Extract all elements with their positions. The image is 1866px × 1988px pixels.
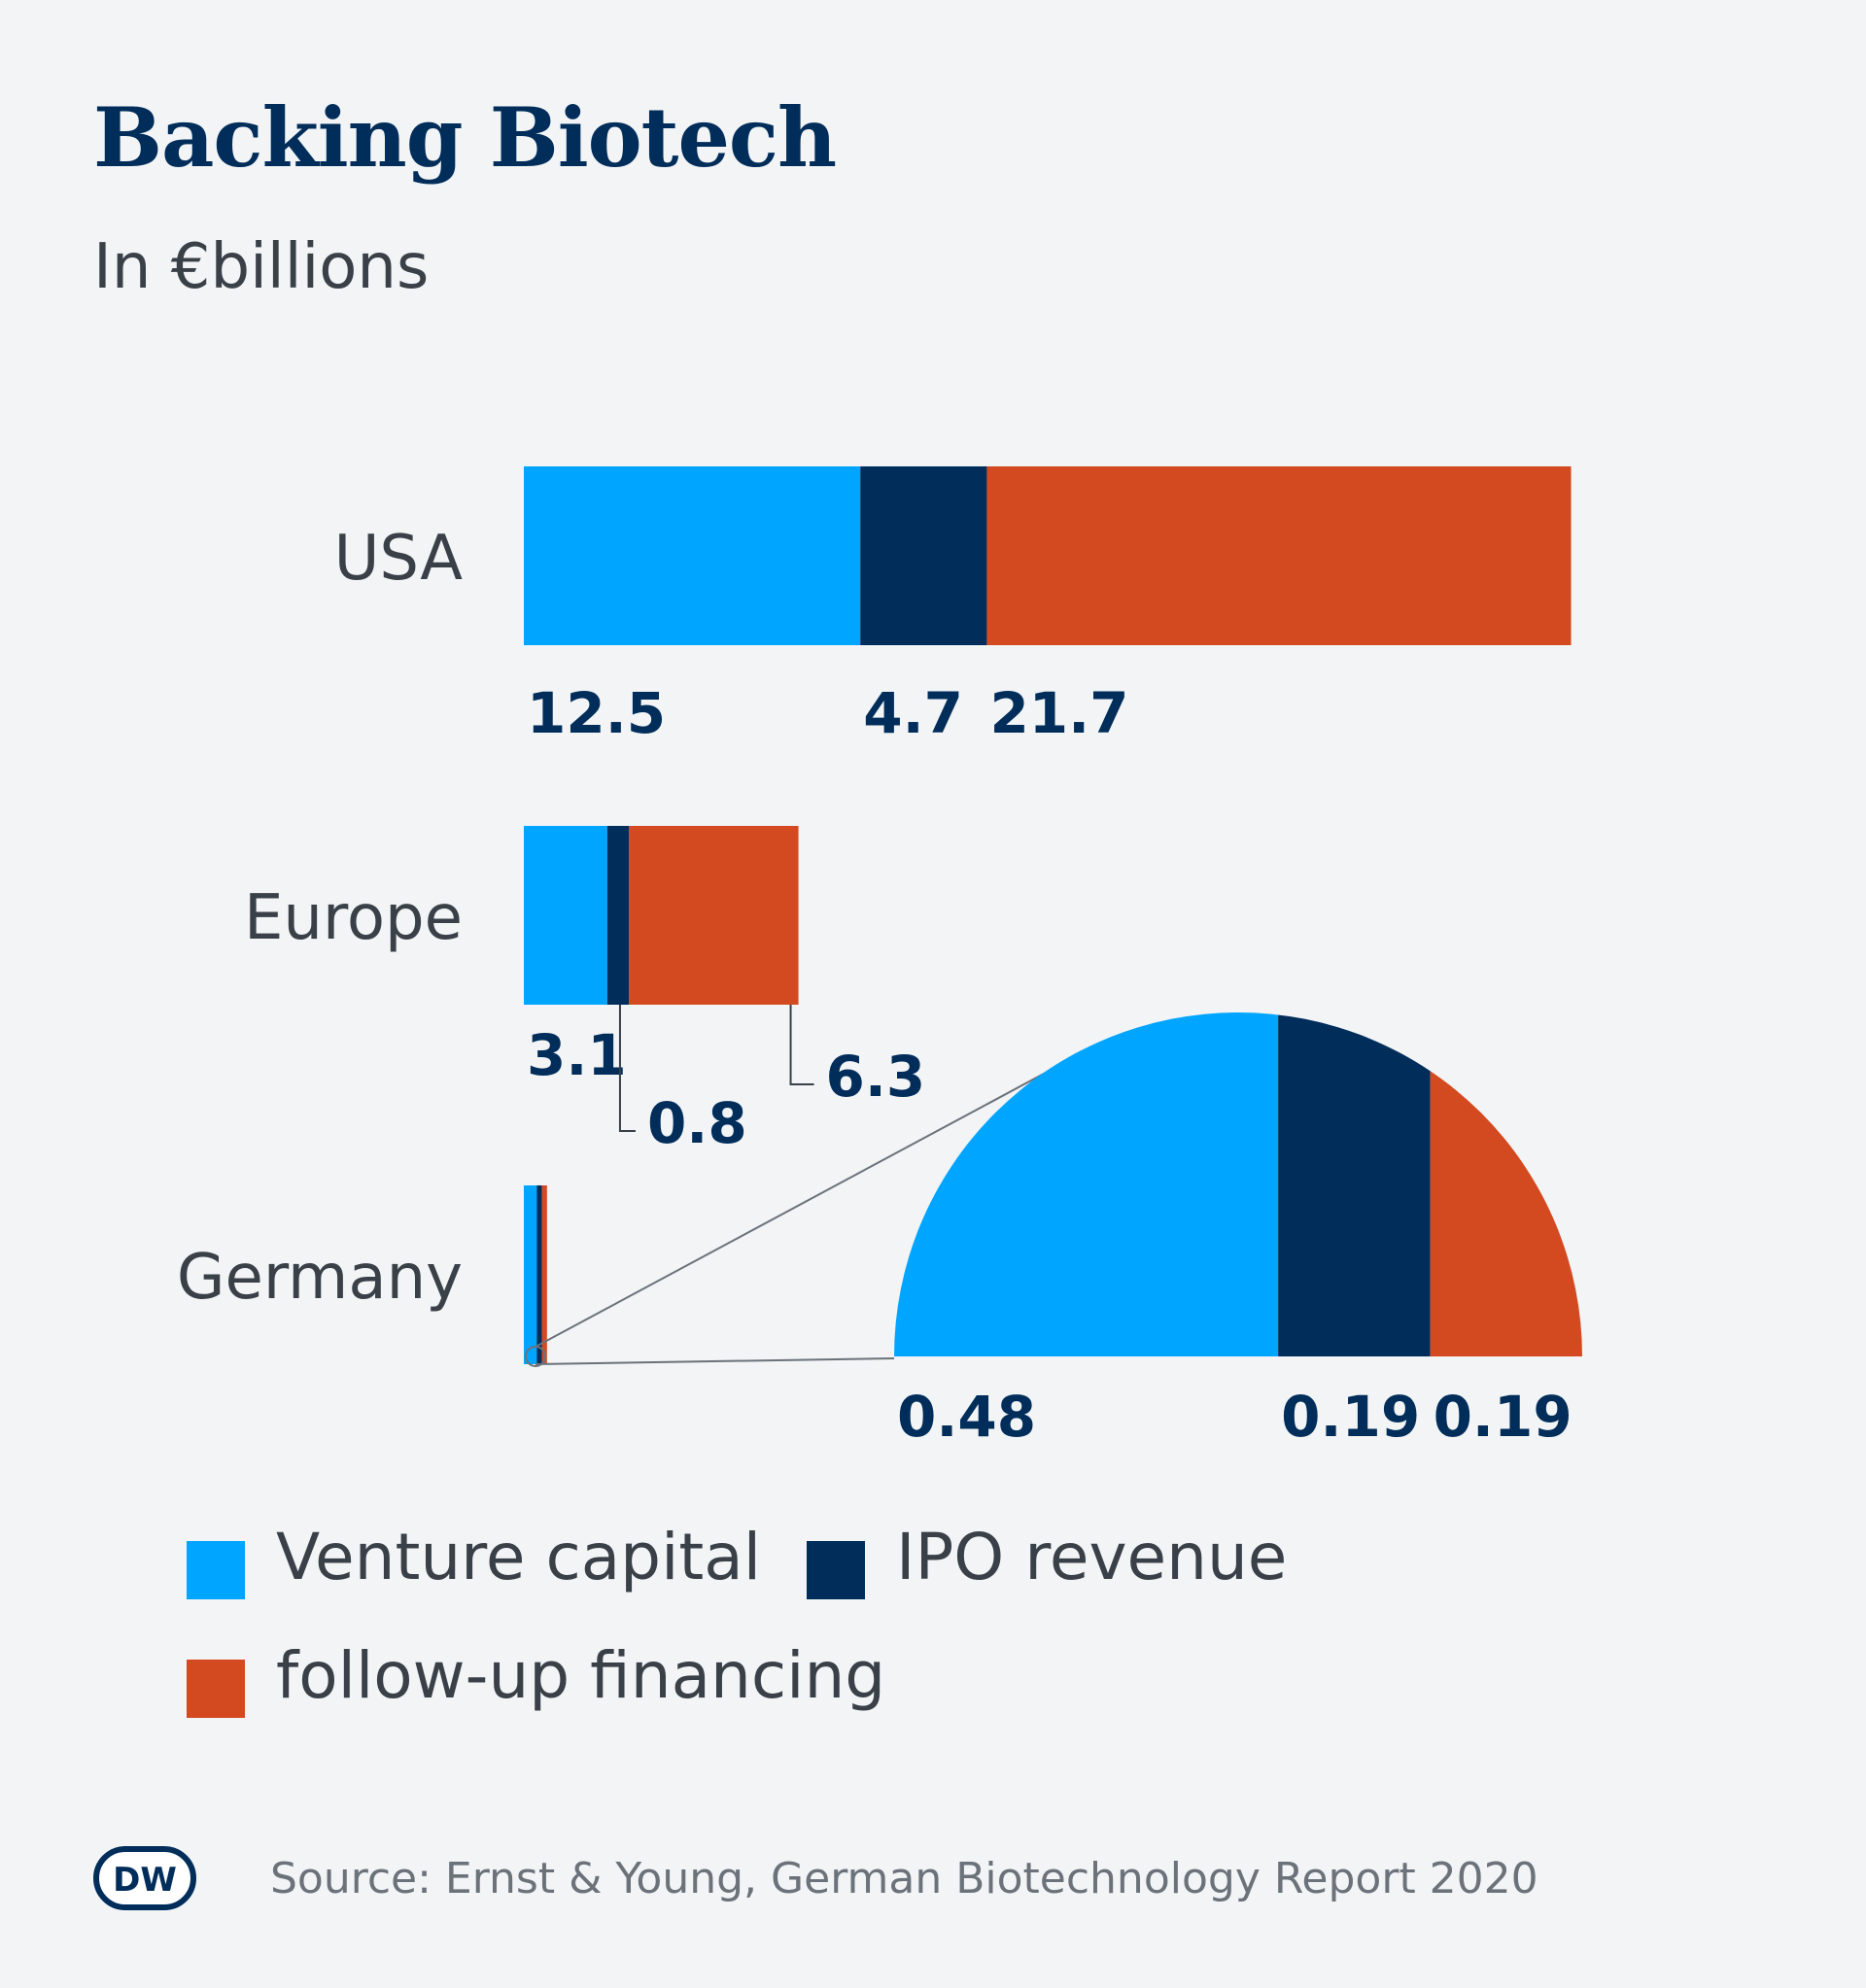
chart-subtitle: In €billions	[93, 231, 430, 303]
legend-label-follow-up-financing: follow-up financing	[276, 1638, 886, 1713]
value-label-europe-venture-capital: 3.1	[527, 1022, 627, 1088]
inset-segment-follow-up-financing	[1430, 1012, 1582, 1356]
value-label-germany-venture-capital: 0.48	[897, 1384, 1036, 1450]
source-text: Source: Ernst & Young, German Biotechnol…	[270, 1854, 1538, 1903]
leader-line-europe-follow-up-financing	[789, 1005, 814, 1085]
category-label-usa: USA	[334, 523, 464, 595]
category-label-germany: Germany	[177, 1242, 463, 1314]
value-label-germany-ipo-revenue: 0.19	[1281, 1384, 1420, 1450]
bar-europe-ipo-revenue	[606, 826, 630, 1005]
bar-germany-follow-up-financing	[541, 1185, 547, 1364]
bar-usa-ipo-revenue	[860, 466, 987, 645]
bar-germany-venture-capital	[524, 1185, 537, 1364]
bar-europe-venture-capital	[524, 826, 607, 1005]
leader-line-europe-ipo-revenue	[618, 1005, 636, 1132]
inset-lens-circle	[525, 1346, 546, 1367]
dw-logo-text: DW	[113, 1861, 177, 1900]
inset-connector-bottom	[535, 1357, 895, 1365]
value-label-europe-ipo-revenue: 0.8	[647, 1090, 747, 1156]
inset-connector-top	[535, 1070, 1050, 1348]
dw-logo: DW	[93, 1846, 196, 1910]
legend-swatch-ipo-revenue	[807, 1541, 865, 1599]
value-label-germany-follow-up-financing: 0.19	[1434, 1384, 1572, 1450]
bar-usa-follow-up-financing	[986, 466, 1572, 645]
inset-segment-ipo-revenue	[1278, 1012, 1431, 1356]
legend-swatch-follow-up-financing	[187, 1660, 245, 1718]
value-label-usa-follow-up-financing: 21.7	[989, 680, 1128, 746]
bar-europe-follow-up-financing	[629, 826, 799, 1005]
value-label-europe-follow-up-financing: 6.3	[826, 1044, 926, 1110]
chart: USA Europe Germany 12.5 4.7 21.7 3.1 0.8 6.3 0.48…	[177, 466, 1582, 1450]
bar-germany-ipo-revenue	[536, 1185, 542, 1364]
value-label-usa-venture-capital: 12.5	[527, 680, 666, 746]
legend-label-ipo-revenue: IPO revenue	[896, 1520, 1288, 1594]
category-label-europe: Europe	[244, 882, 463, 954]
inset-segment-venture-capital	[894, 1012, 1279, 1356]
legend-swatch-venture-capital	[187, 1541, 245, 1599]
value-label-usa-ipo-revenue: 4.7	[863, 680, 963, 746]
legend-label-venture-capital: Venture capital	[276, 1520, 762, 1594]
bar-usa-venture-capital	[524, 466, 861, 645]
chart-title: Backing Biotech	[93, 89, 837, 186]
